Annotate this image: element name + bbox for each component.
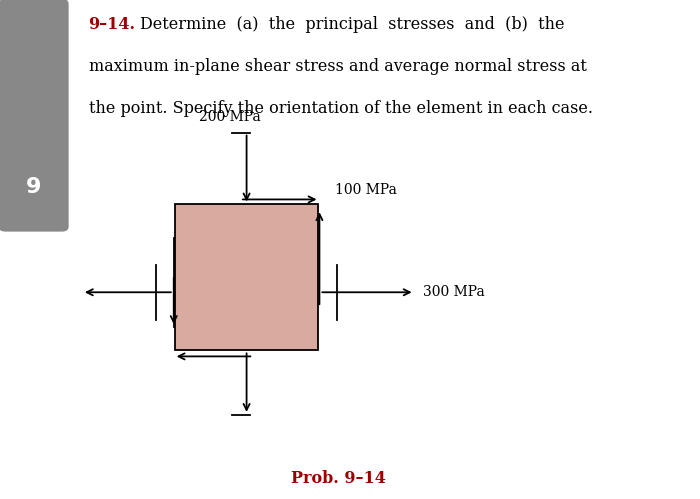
Text: the point. Specify the orientation of the element in each case.: the point. Specify the orientation of th… [89, 100, 593, 117]
Text: maximum in-plane shear stress and average normal stress at: maximum in-plane shear stress and averag… [89, 58, 587, 75]
Text: Determine  (a)  the  principal  stresses  and  (b)  the: Determine (a) the principal stresses and… [140, 16, 564, 33]
Text: 9–14.: 9–14. [89, 16, 136, 33]
Bar [175, 205, 318, 350]
Text: 9: 9 [26, 177, 41, 197]
Text: 100 MPa: 100 MPa [335, 183, 397, 197]
Text: Prob. 9–14: Prob. 9–14 [290, 470, 386, 487]
Text: 300 MPa: 300 MPa [423, 285, 484, 299]
Text: 200 MPa: 200 MPa [199, 110, 261, 124]
FancyBboxPatch shape [0, 0, 69, 232]
